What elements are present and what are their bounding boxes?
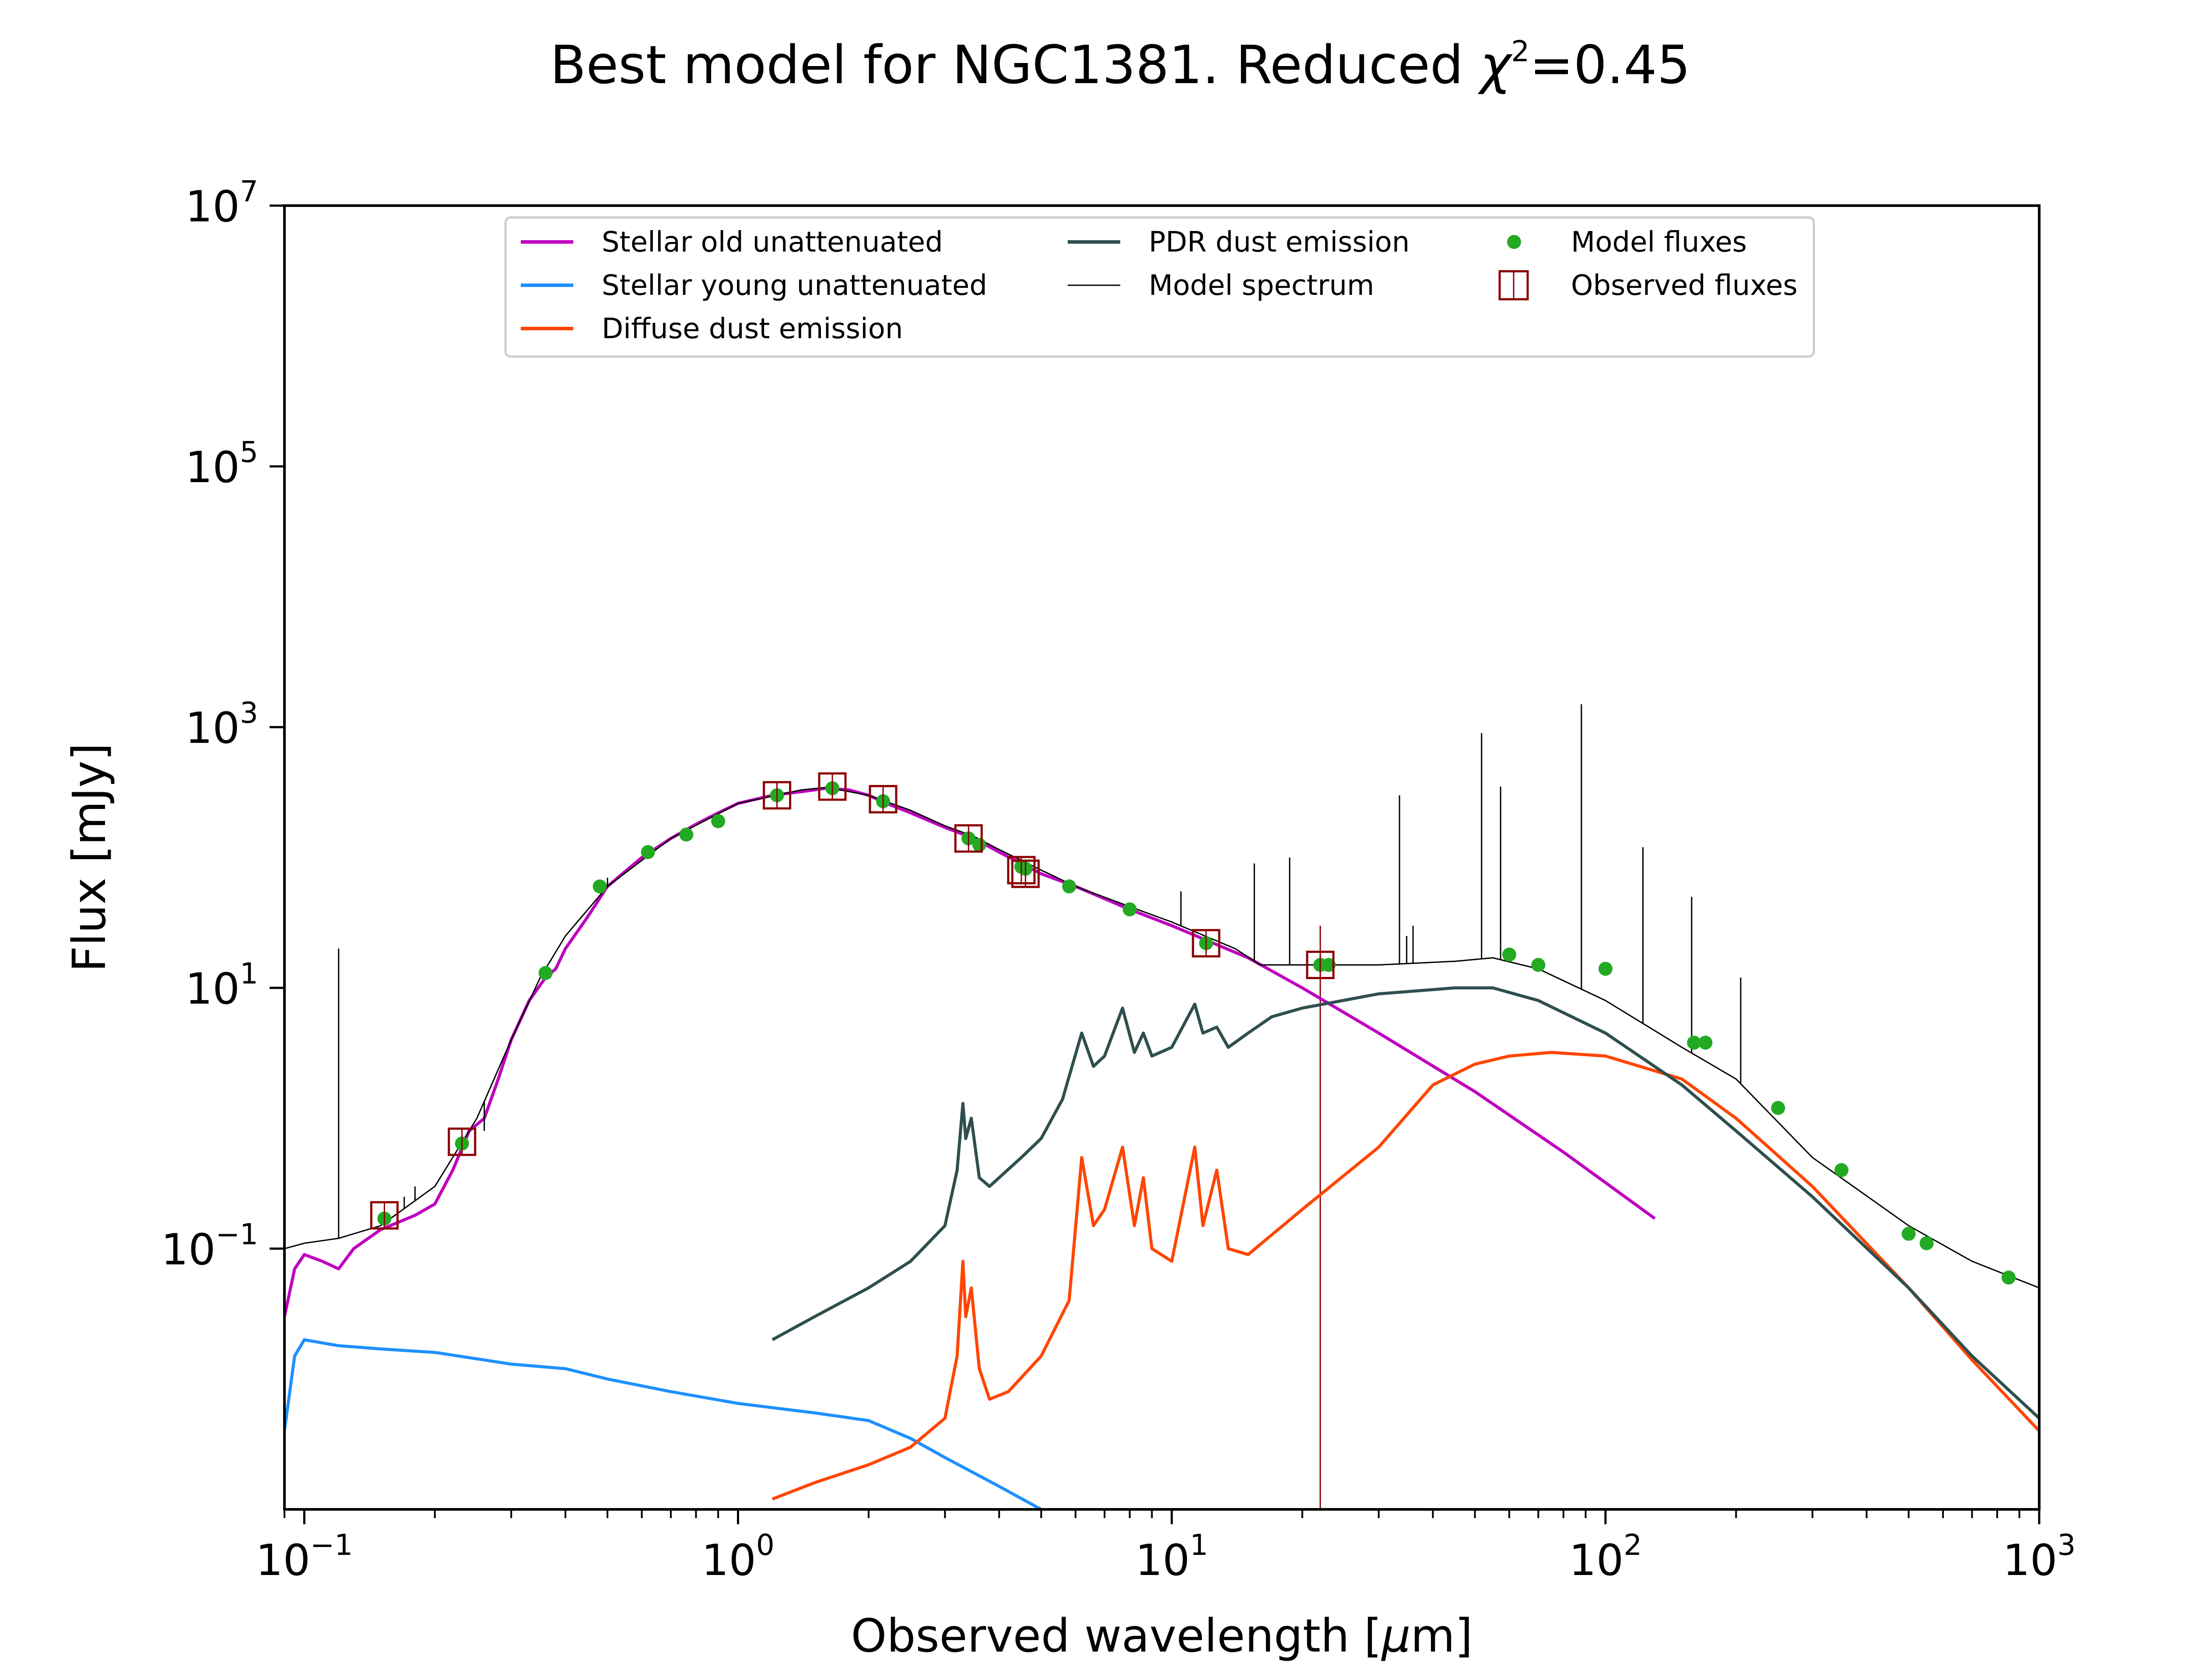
model-fluxes-point — [1322, 958, 1336, 972]
model-fluxes-point — [1687, 1036, 1701, 1050]
model-fluxes-point — [1771, 1101, 1785, 1115]
stellar-old-unattenuated-line — [284, 787, 1656, 1317]
model-fluxes-point — [1502, 947, 1516, 962]
model-fluxes-point — [1598, 962, 1613, 976]
axes-layer: 10−1 100 101 102 103 10−1 101 103 105 107 — [161, 175, 2076, 1586]
y-tick-label: 107 — [185, 175, 258, 232]
model-fluxes-point — [1901, 1227, 1916, 1241]
x-tick-label: 102 — [1569, 1528, 1642, 1586]
y-tick-label: 10−1 — [161, 1218, 258, 1275]
y-tick-label: 105 — [185, 435, 258, 493]
data-layer — [284, 704, 2039, 1509]
legend-label-stellar-young: Stellar young unattenuated — [602, 270, 987, 302]
model-fluxes-point — [1062, 879, 1076, 894]
model-fluxes-point — [1834, 1163, 1849, 1177]
x-axis-label: Observed wavelength [μm] — [851, 1609, 1473, 1662]
model-fluxes-point — [641, 845, 655, 859]
x-tick-label: 100 — [701, 1528, 775, 1586]
model-fluxes-point — [1919, 1236, 1934, 1250]
model-fluxes-point — [593, 879, 607, 894]
legend-label-pdr-dust: PDR dust emission — [1149, 226, 1410, 259]
stellar-young-unattenuated-line — [284, 1338, 1042, 1509]
y-axis-label: Flux [mJy] — [63, 743, 116, 972]
x-tick-label: 101 — [1135, 1528, 1208, 1586]
x-tick-label: 10−1 — [256, 1528, 353, 1586]
legend-label-diffuse-dust: Diffuse dust emission — [602, 313, 903, 345]
model-spectrum-line — [284, 787, 2039, 1289]
legend-box — [504, 216, 1815, 358]
plot-area — [284, 206, 2039, 1509]
model-fluxes-point — [711, 814, 726, 828]
legend: Stellar old unattenuated Stellar young u… — [504, 216, 1815, 358]
y-tick-label: 101 — [185, 957, 258, 1014]
model-fluxes-point — [1531, 958, 1546, 972]
legend-label-model-spectrum: Model spectrum — [1149, 270, 1374, 302]
model-fluxes-point — [2002, 1270, 2016, 1285]
model-fluxes-point — [1122, 902, 1137, 917]
model-fluxes-point — [679, 827, 694, 842]
legend-swatch-model-fluxes — [1507, 235, 1521, 249]
model-fluxes-point — [1698, 1036, 1713, 1050]
chart-title: Best model for NGC1381. Reduced χ2=0.45 — [550, 35, 1690, 96]
y-tick-label: 103 — [185, 696, 258, 753]
pdr-dust-emission-line — [771, 986, 2039, 1420]
legend-label-observed-fluxes: Observed fluxes — [1571, 270, 1798, 302]
diffuse-dust-emission-line — [771, 1051, 2039, 1501]
model-fluxes-point — [538, 966, 553, 980]
x-tick-label: 103 — [2003, 1528, 2076, 1586]
plot-frame — [283, 204, 2041, 1511]
model-fluxes-point — [972, 838, 986, 852]
legend-label-stellar-old: Stellar old unattenuated — [602, 226, 943, 259]
legend-label-model-fluxes: Model fluxes — [1571, 226, 1747, 259]
